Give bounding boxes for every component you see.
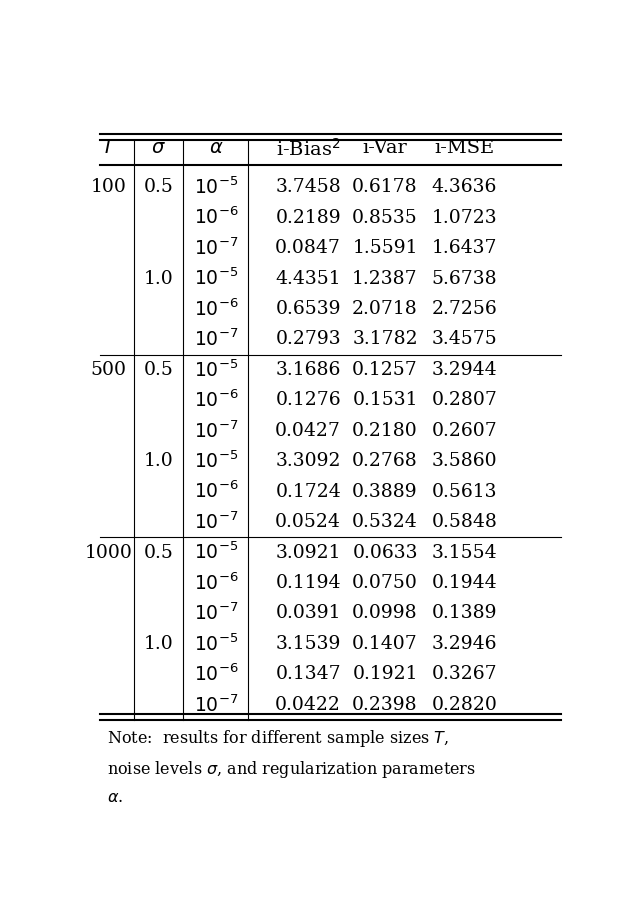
Text: $10^{-6}$: $10^{-6}$	[194, 481, 239, 503]
Text: 4.3636: 4.3636	[432, 178, 497, 196]
Text: $10^{-7}$: $10^{-7}$	[195, 603, 239, 624]
Text: 3.5860: 3.5860	[431, 452, 497, 470]
Text: $10^{-5}$: $10^{-5}$	[195, 268, 239, 289]
Text: 0.0847: 0.0847	[275, 239, 341, 257]
Text: 0.0750: 0.0750	[352, 574, 418, 592]
Text: 3.0921: 3.0921	[275, 543, 341, 561]
Text: 0.5324: 0.5324	[352, 513, 418, 531]
Text: $10^{-5}$: $10^{-5}$	[195, 359, 239, 380]
Text: 0.3267: 0.3267	[431, 665, 497, 683]
Text: $10^{-6}$: $10^{-6}$	[194, 389, 239, 411]
Text: 3.2946: 3.2946	[431, 635, 497, 653]
Text: 1.0: 1.0	[143, 452, 173, 470]
Text: 2.7256: 2.7256	[431, 300, 497, 318]
Text: 100: 100	[91, 178, 127, 196]
Text: 1.0: 1.0	[143, 269, 173, 287]
Text: 0.1921: 0.1921	[352, 665, 418, 683]
Text: 0.0422: 0.0422	[275, 696, 341, 714]
Text: 0.2793: 0.2793	[275, 331, 341, 349]
Text: 0.0524: 0.0524	[275, 513, 341, 531]
Text: 1.0723: 1.0723	[431, 209, 497, 227]
Text: 1.6437: 1.6437	[431, 239, 497, 257]
Text: 500: 500	[91, 361, 127, 378]
Text: 3.2944: 3.2944	[431, 361, 497, 378]
Text: $T$: $T$	[101, 140, 116, 158]
Text: $10^{-7}$: $10^{-7}$	[195, 694, 239, 715]
Text: 3.7458: 3.7458	[275, 178, 341, 196]
Text: $\sigma$: $\sigma$	[151, 140, 166, 158]
Text: 2.0718: 2.0718	[352, 300, 418, 318]
Text: $10^{-6}$: $10^{-6}$	[194, 572, 239, 594]
Text: 3.1686: 3.1686	[275, 361, 341, 378]
Text: 3.3092: 3.3092	[275, 452, 341, 470]
Text: 0.1347: 0.1347	[275, 665, 341, 683]
Text: $10^{-5}$: $10^{-5}$	[195, 542, 239, 563]
Text: 0.0427: 0.0427	[275, 422, 341, 440]
Text: $10^{-5}$: $10^{-5}$	[195, 633, 239, 655]
Text: 0.0998: 0.0998	[352, 605, 418, 623]
Text: 0.1531: 0.1531	[352, 391, 418, 409]
Text: 0.1389: 0.1389	[431, 605, 497, 623]
Text: $10^{-5}$: $10^{-5}$	[195, 177, 239, 198]
Text: i-MSE: i-MSE	[435, 140, 495, 158]
Text: $10^{-7}$: $10^{-7}$	[195, 329, 239, 350]
Text: $10^{-7}$: $10^{-7}$	[195, 512, 239, 532]
Text: 5.6738: 5.6738	[431, 269, 497, 287]
Text: 0.5848: 0.5848	[431, 513, 497, 531]
Text: i-Var: i-Var	[363, 140, 408, 158]
Text: 3.4575: 3.4575	[431, 331, 497, 349]
Text: $10^{-6}$: $10^{-6}$	[194, 207, 239, 228]
Text: 0.5: 0.5	[143, 178, 173, 196]
Text: 0.5613: 0.5613	[431, 483, 497, 501]
Text: 1.2387: 1.2387	[352, 269, 418, 287]
Text: 0.3889: 0.3889	[352, 483, 418, 501]
Text: $10^{-5}$: $10^{-5}$	[195, 450, 239, 472]
Text: 3.1539: 3.1539	[275, 635, 341, 653]
Text: $\alpha$: $\alpha$	[209, 140, 224, 158]
Text: 3.1782: 3.1782	[352, 331, 418, 349]
Text: 0.8535: 0.8535	[352, 209, 418, 227]
Text: 4.4351: 4.4351	[275, 269, 341, 287]
Text: 1.5591: 1.5591	[352, 239, 418, 257]
Text: 1000: 1000	[85, 543, 132, 561]
Text: 0.2189: 0.2189	[275, 209, 341, 227]
Text: 0.2180: 0.2180	[352, 422, 418, 440]
Text: 0.1257: 0.1257	[352, 361, 418, 378]
Text: 0.0633: 0.0633	[352, 543, 418, 561]
Text: 0.2607: 0.2607	[431, 422, 497, 440]
Text: 3.1554: 3.1554	[431, 543, 497, 561]
Text: 0.1276: 0.1276	[275, 391, 341, 409]
Text: 0.1194: 0.1194	[275, 574, 341, 592]
Text: i-Bias$^2$: i-Bias$^2$	[276, 138, 340, 159]
Text: 0.1407: 0.1407	[352, 635, 418, 653]
Text: 0.2398: 0.2398	[352, 696, 418, 714]
Text: 0.6178: 0.6178	[352, 178, 418, 196]
Text: Note:  results for different sample sizes $T$,
noise levels $\sigma$, and regula: Note: results for different sample sizes…	[108, 728, 476, 805]
Text: 0.5: 0.5	[143, 543, 173, 561]
Text: 0.2807: 0.2807	[431, 391, 497, 409]
Text: 0.2820: 0.2820	[431, 696, 497, 714]
Text: 0.1944: 0.1944	[431, 574, 497, 592]
Text: 0.5: 0.5	[143, 361, 173, 378]
Text: 0.0391: 0.0391	[275, 605, 341, 623]
Text: $10^{-6}$: $10^{-6}$	[194, 298, 239, 320]
Text: 0.1724: 0.1724	[275, 483, 341, 501]
Text: 1.0: 1.0	[143, 635, 173, 653]
Text: $10^{-7}$: $10^{-7}$	[195, 237, 239, 259]
Text: $10^{-7}$: $10^{-7}$	[195, 420, 239, 441]
Text: $10^{-6}$: $10^{-6}$	[194, 664, 239, 685]
Text: 0.6539: 0.6539	[275, 300, 341, 318]
Text: 0.2768: 0.2768	[352, 452, 418, 470]
